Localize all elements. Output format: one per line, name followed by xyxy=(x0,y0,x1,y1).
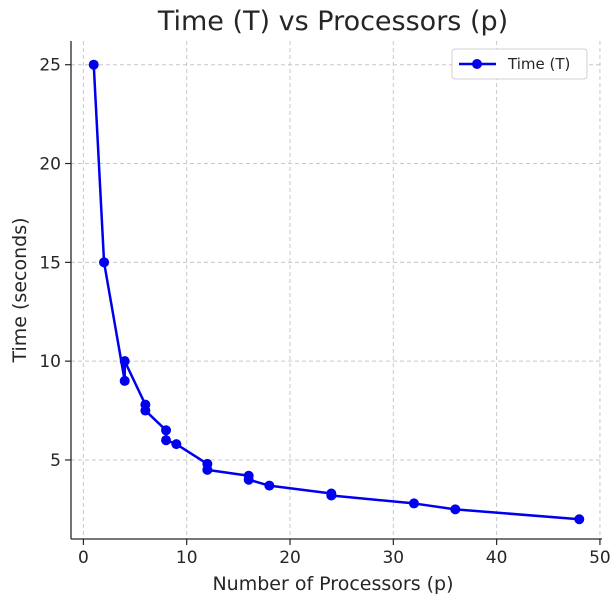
x-tick-label: 0 xyxy=(78,548,89,568)
y-tick-label: 10 xyxy=(39,352,61,372)
chart-title: Time (T) vs Processors (p) xyxy=(157,6,508,37)
axes xyxy=(70,41,602,540)
x-axis-label: Number of Processors (p) xyxy=(212,573,453,595)
data-point xyxy=(140,405,151,416)
data-point xyxy=(243,474,254,485)
y-tick-label: 20 xyxy=(39,155,61,175)
series-line xyxy=(92,64,580,521)
x-tick-label: 40 xyxy=(486,548,508,568)
data-point xyxy=(326,490,337,501)
y-tick-label: 15 xyxy=(39,253,61,273)
x-tick-label: 10 xyxy=(176,548,198,568)
data-point xyxy=(99,257,110,268)
data-point xyxy=(450,504,461,515)
data-point xyxy=(574,514,585,525)
x-axis-ticks: 0 10 20 30 40 50 xyxy=(78,539,611,568)
y-axis-ticks: 5 10 15 20 25 xyxy=(39,56,71,471)
data-point xyxy=(161,435,172,446)
data-point xyxy=(202,464,213,475)
data-point xyxy=(264,480,275,491)
data-point xyxy=(171,439,182,450)
x-tick-label: 30 xyxy=(382,548,404,568)
data-point xyxy=(408,498,419,509)
x-tick-label: 50 xyxy=(589,548,611,568)
legend: Time (T) xyxy=(451,48,588,80)
y-tick-label: 5 xyxy=(50,451,61,471)
legend-label: Time (T) xyxy=(507,55,570,73)
data-point xyxy=(119,375,130,386)
series-time xyxy=(88,59,585,525)
legend-marker-swatch xyxy=(472,59,482,69)
legend-box xyxy=(451,48,588,80)
grid xyxy=(71,41,602,539)
data-point xyxy=(119,356,130,367)
y-tick-label: 25 xyxy=(39,56,61,76)
y-axis-label: Time (seconds) xyxy=(9,217,31,363)
x-tick-label: 20 xyxy=(279,548,301,568)
data-point xyxy=(88,59,99,70)
data-point xyxy=(161,425,172,436)
